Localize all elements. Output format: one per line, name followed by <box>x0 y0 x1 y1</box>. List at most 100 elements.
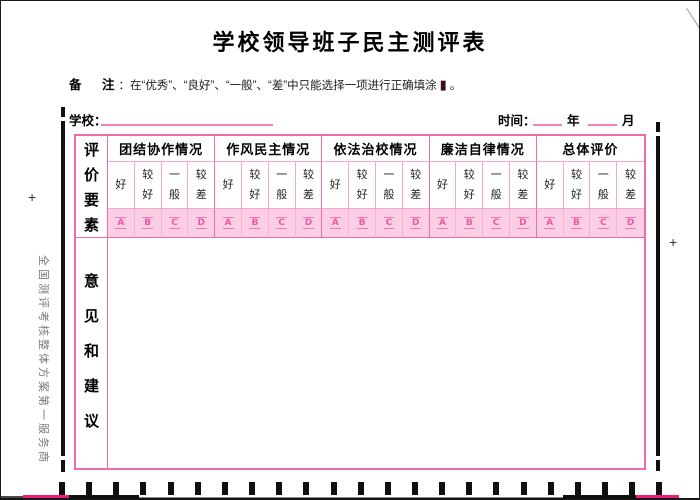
option-header-text: 较差 <box>410 168 422 201</box>
option-header-较差: 较差 <box>509 162 537 209</box>
timing-mark <box>574 482 581 495</box>
suggestion-header-text: 意见和建议 <box>83 273 99 430</box>
bubble-group5-A[interactable]: A <box>536 209 564 238</box>
note-label: 备 注 <box>69 78 119 92</box>
bubble-group3-D[interactable]: D <box>402 209 430 238</box>
timing-mark <box>520 482 527 495</box>
option-header-较好: 较好 <box>456 162 484 209</box>
option-header-较差: 较差 <box>617 162 644 209</box>
option-header-text: 一般 <box>168 168 180 201</box>
option-header-好: 好 <box>215 162 242 209</box>
note-text: ：在“优秀”、“良好”、“一般”、“差”中只能选择一项进行正确填涂 <box>118 80 437 92</box>
registration-plus-left: + <box>28 189 37 205</box>
side-note-vendor-text: 全国测评考核整体方案第一服务商 <box>37 255 49 465</box>
year-blank-field[interactable] <box>533 124 562 126</box>
bubble-letter: A <box>222 216 234 230</box>
bubble-letter: B <box>463 216 475 230</box>
bubble-group1-B[interactable]: B <box>134 209 162 238</box>
school-blank-field[interactable] <box>101 124 273 126</box>
group-header-2: 作风民主情况 <box>215 136 323 162</box>
bubble-group4-D[interactable]: D <box>509 209 537 238</box>
timing-mark <box>221 482 228 495</box>
bubble-group3-C[interactable]: C <box>375 209 403 238</box>
timing-mark <box>439 482 446 495</box>
option-header-text: 较好 <box>249 168 261 201</box>
timing-mark <box>466 482 473 495</box>
bubble-group5-B[interactable]: B <box>563 209 591 238</box>
option-header-text: 较好 <box>356 168 368 201</box>
bubble-group1-C[interactable]: C <box>161 209 189 238</box>
option-header-text: 较差 <box>195 168 207 201</box>
time-label: 时间： <box>498 114 536 128</box>
timing-mark <box>411 482 418 495</box>
timing-mark <box>113 482 120 495</box>
criteria-header-text: 评价要素 <box>83 141 99 234</box>
option-header-好: 好 <box>536 162 564 209</box>
option-header-text: 较差 <box>625 168 637 201</box>
bubble-letter: C <box>383 216 395 230</box>
bubble-letter: A <box>329 216 341 230</box>
bubble-letter: A <box>544 216 556 230</box>
suggestion-writein-area[interactable] <box>108 238 644 468</box>
option-header-好: 好 <box>108 162 135 209</box>
option-header-text: 较好 <box>142 168 154 201</box>
bottom-strip-pink-right <box>636 495 679 498</box>
bubble-group2-A[interactable]: A <box>215 209 242 238</box>
option-header-好: 好 <box>322 162 350 209</box>
option-header-较好: 较好 <box>134 162 162 209</box>
bubble-letter: D <box>624 216 637 230</box>
bottom-strip-black-left <box>69 495 139 498</box>
option-header-text: 好 <box>544 178 556 191</box>
bubble-group2-C[interactable]: C <box>268 209 296 238</box>
timing-mark <box>493 482 500 495</box>
timing-mark <box>59 482 65 495</box>
timing-mark <box>194 482 201 495</box>
bubble-letter: B <box>142 216 154 230</box>
bubble-group3-A[interactable]: A <box>322 209 350 238</box>
bubble-letter: B <box>571 216 582 230</box>
bubble-letter: D <box>409 216 422 230</box>
timing-mark <box>86 482 93 495</box>
group-header-3: 依法治校情况 <box>322 136 430 162</box>
option-header-较好: 较好 <box>563 162 591 209</box>
option-header-较差: 较差 <box>295 162 323 209</box>
option-header-text: 较差 <box>302 168 314 201</box>
school-label: 学校： <box>69 114 107 128</box>
option-header-text: 一般 <box>597 168 609 201</box>
bubble-letter: B <box>249 216 261 230</box>
timing-mark <box>602 482 608 495</box>
timing-mark <box>656 482 663 495</box>
bubble-letter: D <box>302 216 315 230</box>
bubble-group2-D[interactable]: D <box>295 209 323 238</box>
bubble-letter: A <box>115 216 127 230</box>
bubble-group4-A[interactable]: A <box>429 209 457 238</box>
registration-plus-right: + <box>669 234 678 250</box>
bubble-group2-B[interactable]: B <box>241 209 269 238</box>
criteria-header-cell: 评价要素 <box>76 136 108 238</box>
option-header-text: 好 <box>115 178 127 191</box>
bubble-group4-B[interactable]: B <box>456 209 484 238</box>
bubble-group3-B[interactable]: B <box>349 209 376 238</box>
option-header-一般: 一般 <box>375 162 403 209</box>
sync-bar-left <box>61 121 65 456</box>
bubble-group4-C[interactable]: C <box>483 209 510 238</box>
bubble-letter: C <box>169 216 180 230</box>
option-header-text: 好 <box>329 178 341 191</box>
month-blank-field[interactable] <box>588 124 617 126</box>
fill-mark-sample-icon: ▮ <box>439 77 447 92</box>
year-label: 年 <box>567 114 580 128</box>
bubble-group5-D[interactable]: D <box>617 209 644 238</box>
evaluation-grid: 评价要素 意见和建议 团结协作情况 作风民主情况 依法治校情况 廉洁自律情况 总体评价好… <box>76 136 644 468</box>
bubble-letter: B <box>356 216 368 230</box>
timing-mark <box>330 482 337 495</box>
sync-tick-right-top <box>656 122 660 132</box>
bubble-group1-A[interactable]: A <box>108 209 135 238</box>
bubble-group1-D[interactable]: D <box>188 209 216 238</box>
evaluation-table: 评价要素 意见和建议 团结协作情况 作风民主情况 依法治校情况 廉洁自律情况 总体评价好… <box>74 134 646 470</box>
sync-tick-left-bottom <box>61 460 65 472</box>
timing-mark <box>384 482 391 495</box>
bubble-group5-C[interactable]: C <box>590 209 618 238</box>
option-header-较差: 较差 <box>188 162 216 209</box>
option-header-一般: 一般 <box>590 162 618 209</box>
sync-bar-right <box>656 136 660 456</box>
